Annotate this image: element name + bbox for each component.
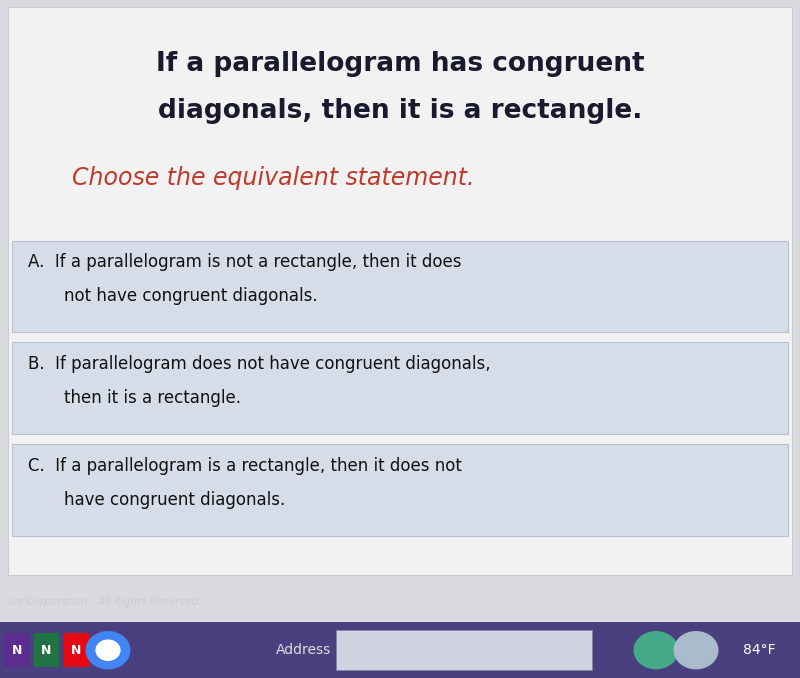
Text: B.  If parallelogram does not have congruent diagonals,: B. If parallelogram does not have congru… [28,355,490,373]
Text: N: N [12,643,22,657]
Bar [0,622,800,678]
Bar [63,633,89,667]
Text: lus Corporation.  All Rights Reserved.: lus Corporation. All Rights Reserved. [8,597,202,607]
Bar [12,241,788,332]
Text: not have congruent diagonals.: not have congruent diagonals. [64,287,318,305]
Circle shape [634,632,678,669]
Text: Choose the equivalent statement.: Choose the equivalent statement. [72,166,474,190]
Text: 84°F: 84°F [743,643,776,657]
Text: C.  If a parallelogram is a rectangle, then it does not: C. If a parallelogram is a rectangle, th… [28,457,462,475]
Text: If a parallelogram has congruent: If a parallelogram has congruent [156,51,644,77]
Text: diagonals, then it is a rectangle.: diagonals, then it is a rectangle. [158,98,642,124]
Bar [336,630,592,671]
Circle shape [674,632,718,669]
Circle shape [86,632,130,669]
Circle shape [96,640,120,660]
Text: then it is a rectangle.: then it is a rectangle. [64,389,241,407]
Bar [12,342,788,434]
Bar [34,633,59,667]
Text: have congruent diagonals.: have congruent diagonals. [64,491,286,508]
Text: N: N [71,643,81,657]
Bar [12,444,788,536]
Text: A.  If a parallelogram is not a rectangle, then it does: A. If a parallelogram is not a rectangle… [28,254,462,271]
Text: N: N [42,643,51,657]
Text: Address: Address [276,643,332,657]
Bar [8,7,792,575]
Bar [4,633,30,667]
